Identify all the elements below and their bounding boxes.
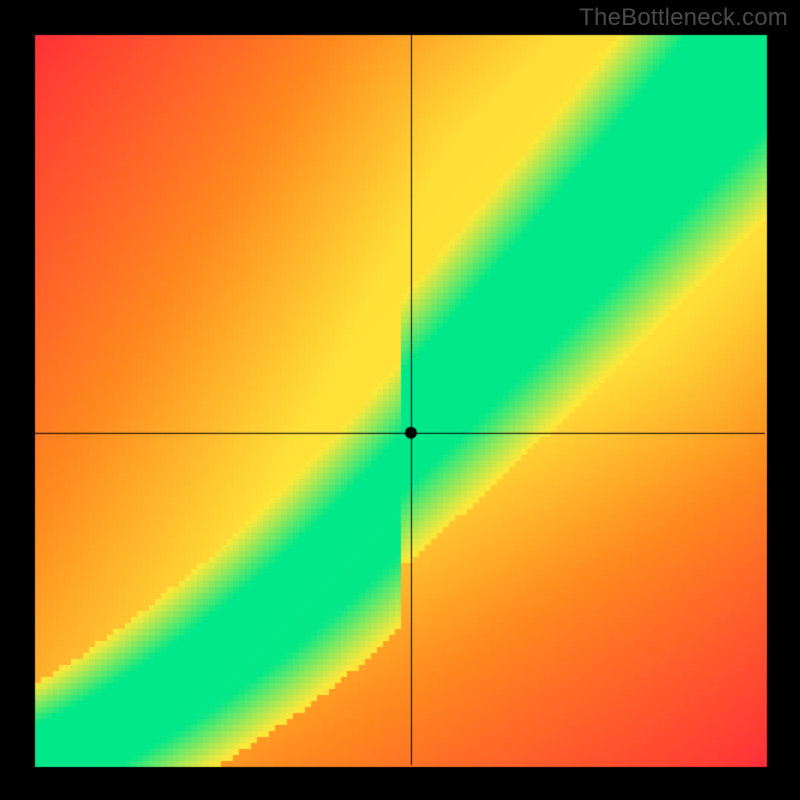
watermark-text: TheBottleneck.com: [579, 4, 788, 32]
bottleneck-heatmap: [0, 0, 800, 800]
